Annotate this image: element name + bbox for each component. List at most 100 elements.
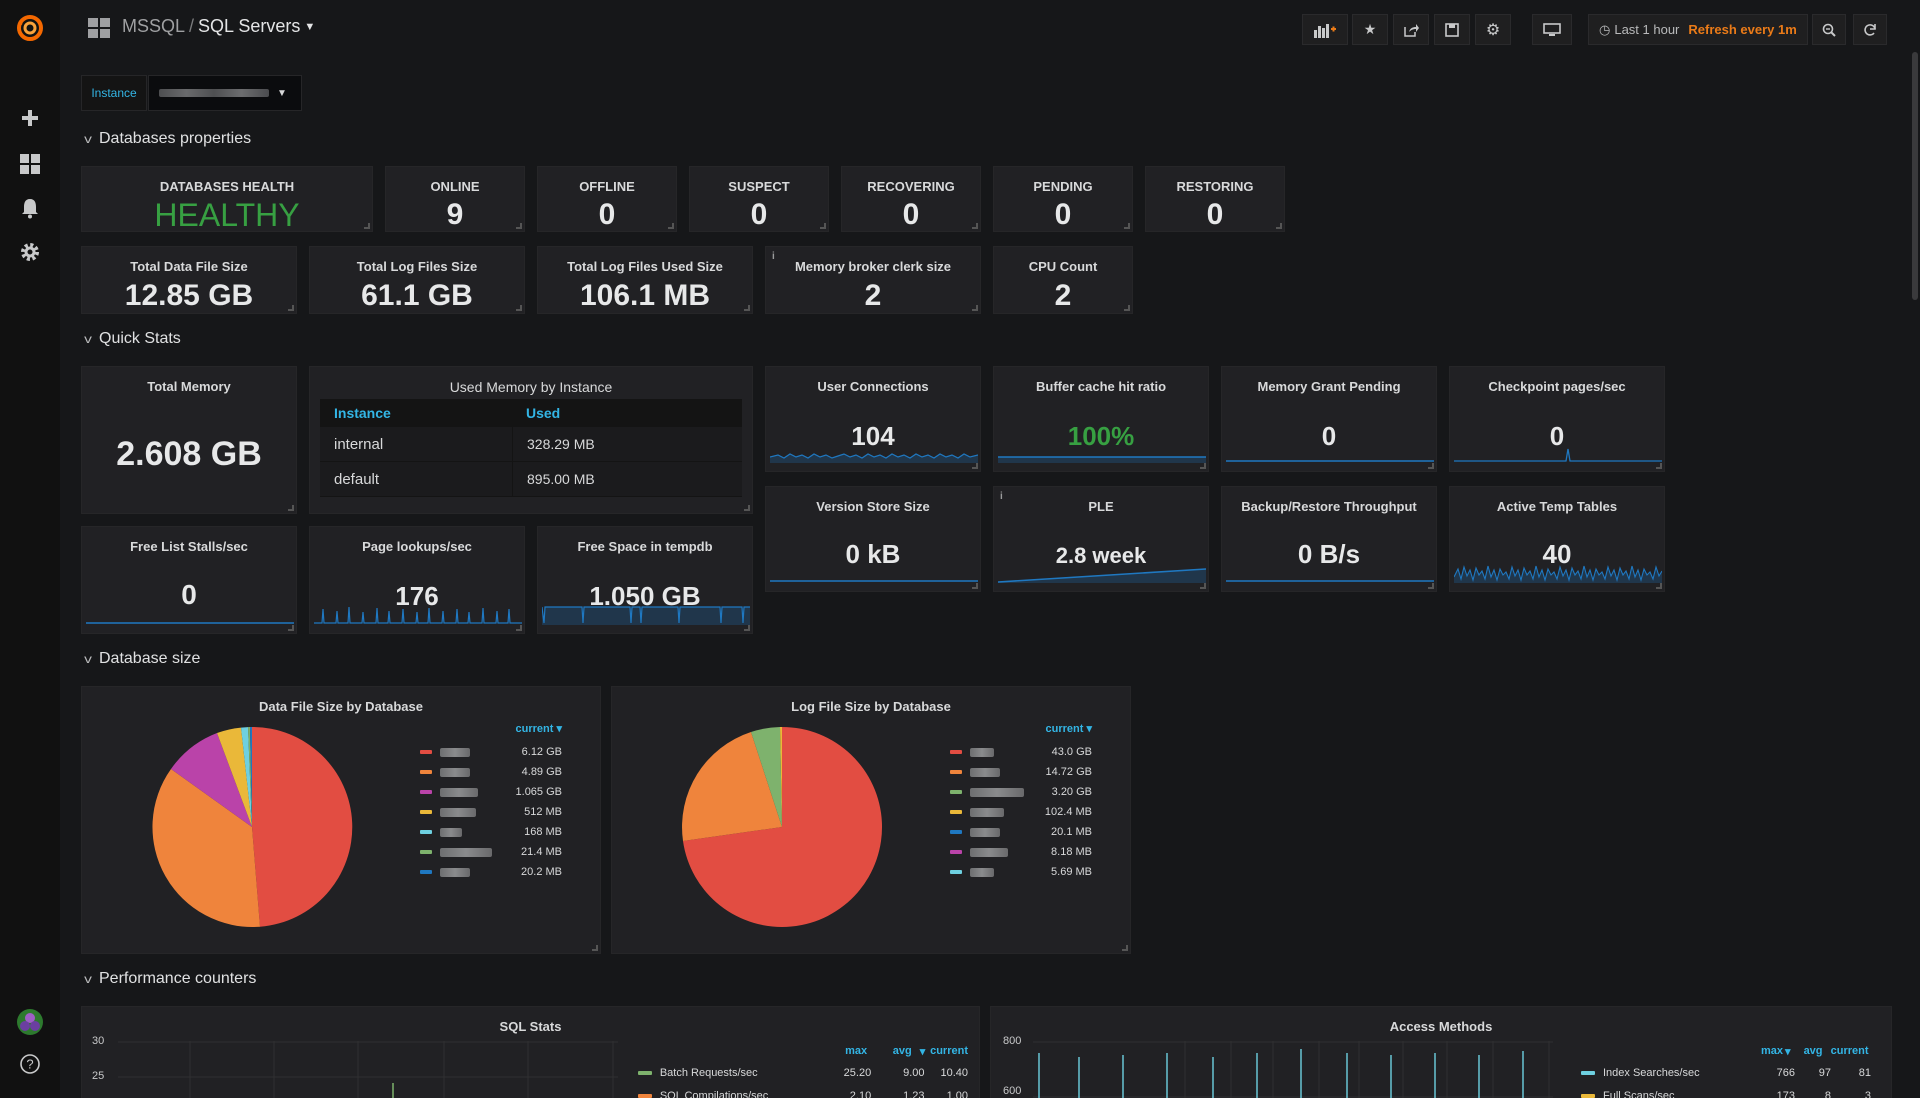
resize-handle[interactable] [668, 223, 674, 229]
info-icon[interactable]: i [1000, 491, 1003, 502]
legend-name-redacted [440, 787, 478, 797]
panel-access-methods[interactable]: Access Methods 800 600 max ▾ avg current… [990, 1006, 1892, 1098]
panel-offline[interactable]: OFFLINE 0 [537, 166, 677, 232]
panel-backup-restore[interactable]: Backup/Restore Throughput 0 B/s [1221, 486, 1437, 592]
panel-recovering[interactable]: RECOVERING 0 [841, 166, 981, 232]
resize-handle[interactable] [1122, 945, 1128, 951]
legend-row[interactable]: SQL Compilations/sec 2.10 1.23 1.00 [638, 1084, 968, 1098]
row-quick-stats[interactable]: v Quick Stats [84, 330, 181, 348]
panel-total-memory[interactable]: Total Memory 2.608 GB [81, 366, 297, 514]
resize-handle[interactable] [1276, 223, 1282, 229]
panel-free-space-tempdb[interactable]: Free Space in tempdb 1.050 GB [537, 526, 753, 634]
gear-icon[interactable] [14, 236, 46, 268]
instance-select[interactable]: ▼ [148, 75, 302, 111]
panel-total-log-files-used[interactable]: Total Log Files Used Size 106.1 MB [537, 246, 753, 314]
resize-handle[interactable] [1428, 583, 1434, 589]
resize-handle[interactable] [364, 223, 370, 229]
panel-total-log-files-size[interactable]: Total Log Files Size 61.1 GB [309, 246, 525, 314]
resize-handle[interactable] [288, 505, 294, 511]
row-databases-properties[interactable]: v Databases properties [84, 130, 251, 148]
panel-checkpoint-pages[interactable]: Checkpoint pages/sec 0 [1449, 366, 1665, 472]
resize-handle[interactable] [516, 223, 522, 229]
resize-handle[interactable] [972, 223, 978, 229]
resize-handle[interactable] [288, 625, 294, 631]
resize-handle[interactable] [1656, 583, 1662, 589]
view-mode-button[interactable] [1532, 14, 1572, 45]
column-header-instance[interactable]: Instance [334, 405, 391, 421]
plus-icon[interactable] [14, 102, 46, 134]
resize-handle[interactable] [1200, 583, 1206, 589]
resize-handle[interactable] [516, 625, 522, 631]
zoom-out-button[interactable] [1812, 14, 1846, 45]
panel-pending[interactable]: PENDING 0 [993, 166, 1133, 232]
panel-user-connections[interactable]: User Connections 104 [765, 366, 981, 472]
add-panel-button[interactable] [1302, 14, 1348, 45]
row-performance-counters[interactable]: v Performance counters [84, 970, 256, 988]
panel-restoring[interactable]: RESTORING 0 [1145, 166, 1285, 232]
breadcrumb-folder[interactable]: MSSQL [122, 16, 186, 36]
panel-log-file-size-pie[interactable]: Log File Size by Database current ▾ 43.0… [611, 686, 1131, 954]
panel-page-lookups[interactable]: Page lookups/sec 176 [309, 526, 525, 634]
save-button[interactable] [1434, 14, 1470, 45]
legend-row[interactable]: Batch Requests/sec 25.20 9.00 10.40 [638, 1061, 968, 1084]
panel-cpu-count[interactable]: CPU Count 2 [993, 246, 1133, 314]
panel-online[interactable]: ONLINE 9 [385, 166, 525, 232]
panel-sql-stats[interactable]: SQL Stats 30 25 max avg ▾ current Batch … [81, 1006, 980, 1098]
time-picker[interactable]: ◷ Last 1 hour Refresh every 1m [1588, 14, 1808, 45]
panel-ple[interactable]: i PLE 2.8 week [993, 486, 1209, 592]
page-title[interactable]: SQL Servers [198, 16, 301, 36]
resize-handle[interactable] [1656, 463, 1662, 469]
page-scrollbar[interactable] [1912, 52, 1918, 300]
legend-row[interactable]: Index Searches/sec 766 97 81 [1581, 1061, 1881, 1084]
stat-value: 12.85 GB [124, 279, 254, 312]
legend-col-max[interactable]: max [845, 1045, 868, 1057]
panel-suspect[interactable]: SUSPECT 0 [689, 166, 829, 232]
star-button[interactable]: ★ [1352, 14, 1388, 45]
panel-used-memory-table[interactable]: Used Memory by Instance Instance Used in… [309, 366, 753, 514]
avatar[interactable] [14, 1006, 46, 1038]
panel-buffer-cache[interactable]: Buffer cache hit ratio 100% [993, 366, 1209, 472]
resize-handle[interactable] [744, 505, 750, 511]
resize-handle[interactable] [972, 463, 978, 469]
panel-total-data-file-size[interactable]: Total Data File Size 12.85 GB [81, 246, 297, 314]
resize-handle[interactable] [972, 305, 978, 311]
breadcrumb[interactable]: MSSQL / SQL Servers ▼ [122, 16, 315, 37]
refresh-button[interactable] [1853, 14, 1887, 45]
settings-button[interactable]: ⚙ [1475, 14, 1511, 45]
panel-free-list-stalls[interactable]: Free List Stalls/sec 0 [81, 526, 297, 634]
legend-col-current[interactable]: current [1830, 1045, 1869, 1057]
panel-version-store[interactable]: Version Store Size 0 kB [765, 486, 981, 592]
legend-col-avg[interactable]: avg [892, 1045, 912, 1057]
resize-handle[interactable] [288, 305, 294, 311]
resize-handle[interactable] [1200, 463, 1206, 469]
panel-active-temp-tables[interactable]: Active Temp Tables 40 [1449, 486, 1665, 592]
panel-memory-broker[interactable]: i Memory broker clerk size 2 [765, 246, 981, 314]
resize-handle[interactable] [744, 625, 750, 631]
legend-item: 3.20 GB [950, 782, 1092, 802]
resize-handle[interactable] [1428, 463, 1434, 469]
legend-header-current[interactable]: current ▾ [1045, 723, 1092, 735]
column-header-used[interactable]: Used [526, 405, 561, 421]
legend-col-max[interactable]: max [1760, 1045, 1783, 1057]
resize-handle[interactable] [744, 305, 750, 311]
info-icon[interactable]: i [772, 251, 775, 262]
panel-memory-grant-pending[interactable]: Memory Grant Pending 0 [1221, 366, 1437, 472]
row-database-size[interactable]: v Database size [84, 650, 200, 668]
resize-handle[interactable] [820, 223, 826, 229]
resize-handle[interactable] [516, 305, 522, 311]
resize-handle[interactable] [1124, 305, 1130, 311]
resize-handle[interactable] [1124, 223, 1130, 229]
help-icon[interactable]: ? [14, 1048, 46, 1080]
legend-header-current[interactable]: current ▾ [515, 723, 562, 735]
legend-row[interactable]: Full Scans/sec 173 8 3 [1581, 1084, 1881, 1098]
share-button[interactable] [1393, 14, 1429, 45]
panel-data-file-size-pie[interactable]: Data File Size by Database current ▾ 6.1… [81, 686, 601, 954]
bell-icon[interactable] [14, 192, 46, 224]
grafana-logo-icon[interactable] [14, 12, 46, 44]
panel-databases-health[interactable]: DATABASES HEALTH HEALTHY [81, 166, 373, 233]
resize-handle[interactable] [972, 583, 978, 589]
resize-handle[interactable] [592, 945, 598, 951]
dashboards-icon[interactable] [14, 148, 46, 180]
legend-col-current[interactable]: current [930, 1045, 968, 1057]
legend-col-avg[interactable]: avg [1803, 1045, 1823, 1057]
